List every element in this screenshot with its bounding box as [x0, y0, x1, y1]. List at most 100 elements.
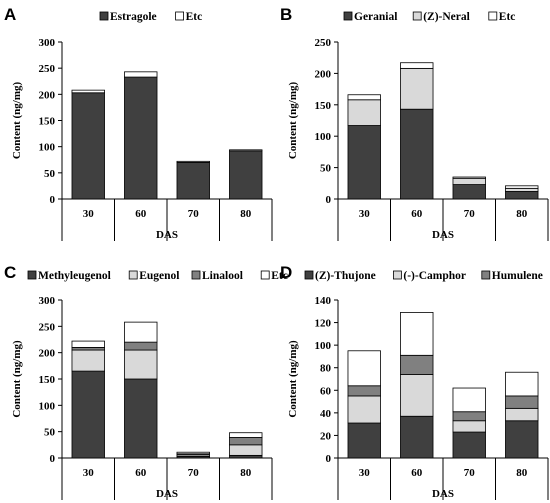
panel-a-y-tick-label-2: 100: [39, 142, 56, 154]
panel-a-y-axis-title: Content (ng/mg): [11, 82, 23, 160]
panel-b-x-tick-label-3: 80: [516, 208, 528, 220]
panel-d-y-tick-label-5: 100: [315, 340, 332, 352]
panel-a-x-tick-label-0: 30: [83, 208, 95, 220]
panel-c-x-tick-label-1: 60: [135, 467, 147, 479]
panel-b-bar-60-geranial: [400, 108, 434, 200]
panel-c-legend-label-2: Eugenol: [139, 270, 179, 282]
panel-b-bar-30-etc: [347, 94, 381, 101]
panel-b-y-tick-label-5: 250: [315, 37, 332, 49]
panel-c-legend-label-3: Linalool: [202, 270, 243, 282]
panel-b-legend-swatch-1: [343, 11, 353, 21]
panel-a-legend-label-2: Etc: [186, 11, 203, 23]
panel-b-y-axis-title: Content (ng/mg): [287, 82, 299, 160]
panel-d-x-tick-label-3: 80: [516, 467, 528, 479]
panel-b-bar-30-geranial: [347, 125, 381, 200]
panel-b-y-tick-label-0: 0: [326, 194, 332, 206]
panel-c-bar-30-methyleugenol: [71, 370, 105, 459]
panel-b-bar-80-geranial: [505, 191, 539, 200]
panel-d-bar-70--camphor: [452, 420, 486, 433]
panel-b-x-tick-label-2: 70: [464, 208, 476, 220]
panel-b-x-tick-label-0: 30: [359, 208, 371, 220]
panel-c-bar-60-eugenol: [124, 349, 158, 380]
panel-d-bar-60--z-thujone: [400, 415, 434, 459]
panel-d-x-axis-title: DAS: [432, 488, 454, 500]
panel-b-bar-70-geranial: [452, 184, 486, 200]
panel-d-y-tick-label-2: 40: [320, 408, 332, 420]
panel-b-y-tick-label-3: 150: [315, 100, 332, 112]
panel-c-x-tick-label-3: 80: [240, 467, 252, 479]
panel-b-letter: B: [280, 5, 292, 24]
panel-c-bar-60-methyleugenol: [124, 378, 158, 459]
panel-b-y-tick-label-2: 100: [315, 131, 332, 143]
panel-c-y-tick-label-4: 200: [39, 348, 56, 360]
panel-b-bar-80--z-neral: [505, 187, 539, 192]
panel-c-bar-80-etc: [229, 432, 263, 438]
panel-d-bar-60--camphor: [400, 374, 434, 417]
panel-a-legend-swatch-2: [175, 11, 185, 21]
panel-a-bar-70-estragole: [176, 161, 210, 200]
panel-a-bar-60-etc: [124, 71, 158, 78]
panel-a-y-tick-label-4: 200: [39, 89, 56, 101]
panel-d-bar-30-humulene: [347, 385, 381, 397]
panel-a-bar-60-estragole: [124, 76, 158, 200]
panel-a-y-tick-label-6: 300: [39, 37, 56, 49]
panel-c-bar-60-etc: [124, 321, 158, 343]
panel-d-y-tick-label-4: 80: [320, 363, 332, 375]
panel-d-bar-30--camphor: [347, 395, 381, 424]
panel-a-y-tick-label-3: 150: [39, 116, 56, 128]
panel-b-bar-60-etc: [400, 62, 434, 69]
panel-d-bar-70-humulene: [452, 411, 486, 422]
chart-panel-d: D(Z)-Thujone(-)-CamphorHumuleneEtc020406…: [280, 263, 549, 500]
panel-d-bar-60-humulene: [400, 354, 434, 375]
panel-d-bar-30-etc: [347, 350, 381, 387]
panel-d-y-tick-label-0: 0: [326, 453, 332, 465]
panel-d-y-tick-label-6: 120: [315, 318, 332, 330]
panel-b-x-tick-label-1: 60: [411, 208, 423, 220]
panel-b-legend-label-2: (Z)-Neral: [423, 11, 470, 23]
panel-d-bar-80--z-thujone: [505, 420, 539, 459]
panel-b-bar-30--z-neral: [347, 99, 381, 126]
panel-c-y-tick-label-1: 50: [44, 427, 56, 439]
panel-a-y-tick-label-0: 0: [50, 194, 56, 206]
panel-d-legend-label-1: (Z)-Thujone: [315, 270, 376, 282]
panel-d-bar-30--z-thujone: [347, 422, 381, 459]
panel-a-y-tick-label-1: 50: [44, 168, 56, 180]
panel-c-y-axis-title: Content (ng/mg): [11, 340, 23, 418]
panel-d-y-tick-label-7: 140: [315, 295, 332, 307]
panel-c-bar-30-eugenol: [71, 349, 105, 372]
panel-d-y-axis-title: Content (ng/mg): [287, 340, 299, 418]
panel-c-y-tick-label-3: 150: [39, 374, 56, 386]
panel-b-y-tick-label-1: 50: [320, 163, 332, 175]
panel-c-legend-swatch-2: [128, 270, 138, 280]
panel-d-bar-80--camphor: [505, 407, 539, 422]
panel-a-bar-80-etc: [229, 149, 263, 152]
panel-d-legend-label-2: (-)-Camphor: [403, 270, 466, 282]
panel-a-x-tick-label-2: 70: [188, 208, 200, 220]
panel-d-x-tick-label-2: 70: [464, 467, 476, 479]
chart-panel-b: B Geranial (Z)-Neral Etc 0 50 100 150 200 250 Cont…: [280, 5, 549, 241]
panel-c-legend-label-1: Methyleugenol: [38, 270, 111, 282]
panel-c-legend-label-4: Etc: [271, 270, 288, 282]
chart-panel-c: C Methyleugenol Eugenol Linalool Etc 0 50 100 15…: [4, 263, 288, 500]
panel-a-x-axis-title: DAS: [156, 229, 178, 241]
panel-a-x-tick-label-3: 80: [240, 208, 252, 220]
panel-b-legend-swatch-3: [488, 11, 498, 21]
panel-d-legend-swatch-3: [481, 270, 491, 280]
panel-a-legend-label-1: Estragole: [110, 11, 157, 23]
panel-a-legend-swatch-1: [99, 11, 109, 21]
panel-d-x-tick-label-1: 60: [411, 467, 423, 479]
panel-b-x-axis-title: DAS: [432, 229, 454, 241]
panel-c-legend-swatch-1: [27, 270, 37, 280]
panel-b-y-tick-label-4: 200: [315, 68, 332, 80]
panel-a-bar-70-etc: [176, 160, 210, 163]
panel-c-y-tick-label-0: 0: [50, 453, 56, 465]
panel-c-bar-80-linalool: [229, 437, 263, 446]
panel-d-bar-80-etc: [505, 371, 539, 397]
panel-a-y-tick-label-5: 250: [39, 63, 56, 75]
panel-c-bar-70-etc: [176, 451, 210, 455]
panel-a-bar-80-estragole: [229, 150, 263, 200]
panel-b-bar-80-etc: [505, 185, 539, 189]
panel-c-x-axis-title: DAS: [156, 488, 178, 500]
panel-c-bar-30-etc: [71, 340, 105, 348]
